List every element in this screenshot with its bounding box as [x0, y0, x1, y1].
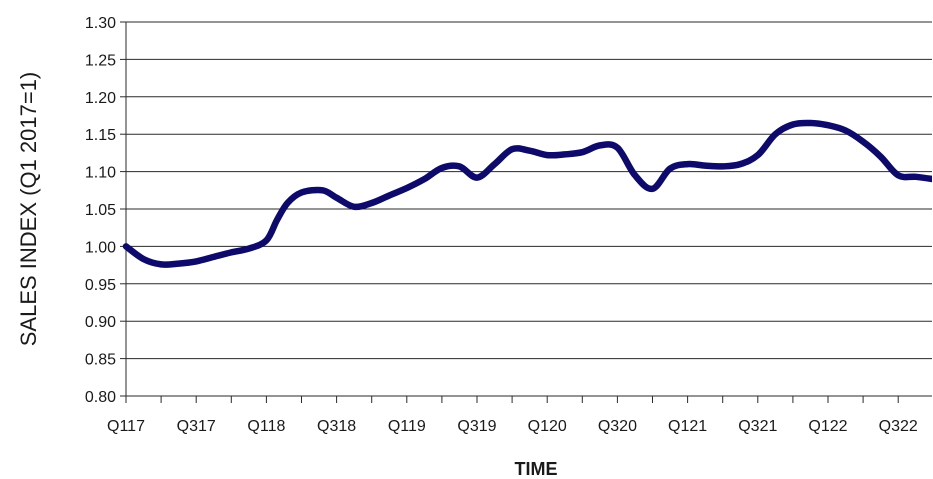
- y-tick-label: 1.25: [85, 52, 116, 69]
- x-tick-label: Q119: [388, 418, 426, 435]
- x-axis-title: TIME: [515, 459, 558, 479]
- x-tick-label: Q118: [247, 418, 285, 435]
- y-tick-label: 0.85: [85, 352, 116, 369]
- x-tick-labels: Q117 Q317 Q118 Q318 Q119 Q319 Q120 Q320 Q121 Q321…: [107, 418, 918, 435]
- x-tick-label: Q317: [177, 418, 216, 435]
- axes: [120, 21, 932, 403]
- y-tick-label: 1.20: [85, 90, 116, 107]
- x-tick-label: Q121: [668, 418, 707, 435]
- series-layer: [122, 119, 932, 268]
- x-tick-label: Q320: [598, 418, 637, 435]
- gridlines: [126, 21, 932, 360]
- y-axis-title: SALES INDEX (Q1 2017=1): [16, 72, 41, 347]
- x-tick-label: Q117: [107, 418, 145, 435]
- y-tick-label: 1.15: [85, 127, 116, 144]
- y-tick-labels: 0.80 0.85 0.90 0.95 1.00 1.05 1.10 1.15 1.20 1.25…: [85, 15, 116, 406]
- y-tick-label: 1.30: [85, 15, 116, 32]
- y-tick-label: 1.00: [85, 239, 116, 256]
- y-tick-label: 0.80: [85, 389, 116, 406]
- series-line-0: [122, 119, 932, 268]
- x-tick-label: Q319: [457, 418, 496, 435]
- x-tick-label: Q122: [808, 418, 847, 435]
- y-tick-label: 0.95: [85, 277, 116, 294]
- x-tick-label: Q120: [528, 418, 567, 435]
- x-tick-label: Q321: [738, 418, 777, 435]
- x-tick-label: Q318: [317, 418, 356, 435]
- y-tick-label: 1.05: [85, 202, 116, 219]
- y-tick-label: 0.90: [85, 314, 116, 331]
- x-tick-label: Q322: [879, 418, 918, 435]
- y-tick-label: 1.10: [85, 165, 116, 182]
